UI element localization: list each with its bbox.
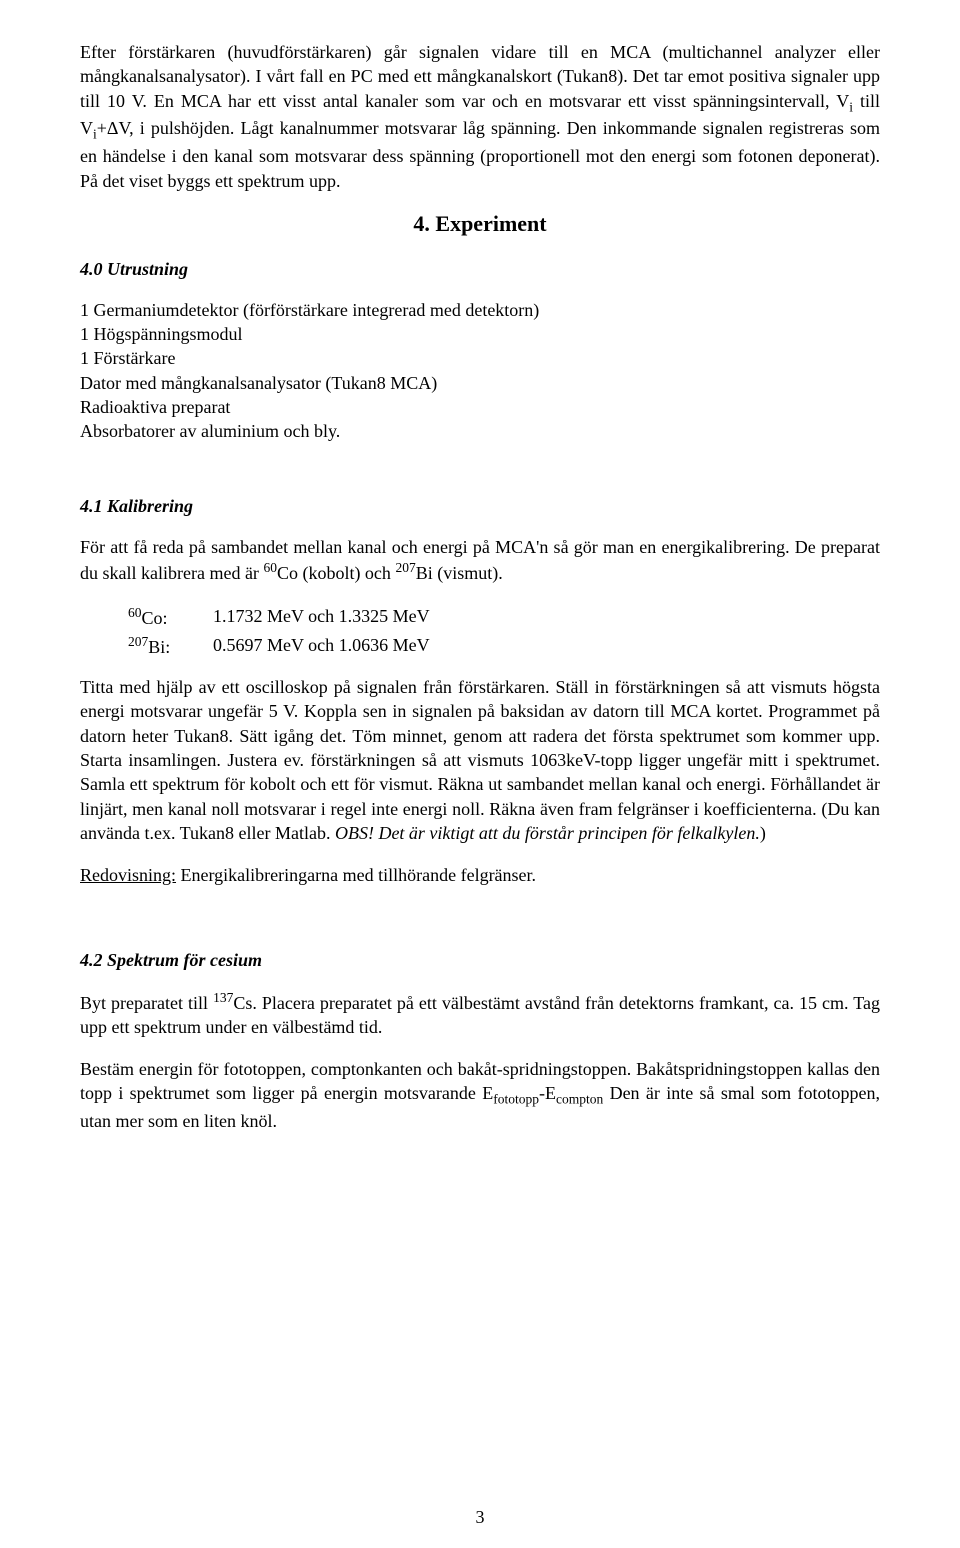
isotope-row-bi: 207Bi: 0.5697 MeV och 1.0636 MeV: [128, 632, 880, 661]
equipment-item: 1 Germaniumdetektor (förförstärkare inte…: [80, 298, 880, 322]
isotope-list: 60Co: 1.1732 MeV och 1.3325 MeV 207Bi: 0…: [128, 603, 880, 661]
equipment-item: Absorbatorer av aluminium och bly.: [80, 419, 880, 443]
equipment-item: 1 Högspänningsmodul: [80, 322, 880, 346]
isotope-row-co: 60Co: 1.1732 MeV och 1.3325 MeV: [128, 603, 880, 632]
page: Efter förstärkaren (huvudförstärkaren) g…: [0, 0, 960, 1548]
subheading-kalibrering: 4.1 Kalibrering: [80, 496, 880, 517]
isotope-values-co: 1.1732 MeV och 1.3325 MeV: [213, 603, 430, 632]
redovisning-text: Energikalibreringarna med tillhörande fe…: [176, 865, 536, 885]
cesium-paragraph-2: Bestäm energin för fototoppen, comptonka…: [80, 1057, 880, 1133]
cesium-paragraph-1: Byt preparatet till 137Cs. Placera prepa…: [80, 989, 880, 1040]
equipment-item: Dator med mångkanalsanalysator (Tukan8 M…: [80, 371, 880, 395]
equipment-item: 1 Förstärkare: [80, 346, 880, 370]
isotope-label-bi: 207Bi:: [128, 632, 213, 661]
redovisning-line: Redovisning: Energikalibreringarna med t…: [80, 863, 880, 887]
subheading-cesium: 4.2 Spektrum för cesium: [80, 950, 880, 971]
kalibrering-intro: För att få reda på sambandet mellan kana…: [80, 535, 880, 586]
isotope-values-bi: 0.5697 MeV och 1.0636 MeV: [213, 632, 430, 661]
kalibrering-body: Titta med hjälp av ett oscilloskop på si…: [80, 675, 880, 845]
isotope-label-co: 60Co:: [128, 603, 213, 632]
page-number: 3: [0, 1507, 960, 1528]
equipment-item: Radioaktiva preparat: [80, 395, 880, 419]
intro-paragraph: Efter förstärkaren (huvudförstärkaren) g…: [80, 40, 880, 193]
redovisning-label: Redovisning:: [80, 865, 176, 885]
subheading-utrustning: 4.0 Utrustning: [80, 259, 880, 280]
section-heading-experiment: 4. Experiment: [80, 211, 880, 237]
